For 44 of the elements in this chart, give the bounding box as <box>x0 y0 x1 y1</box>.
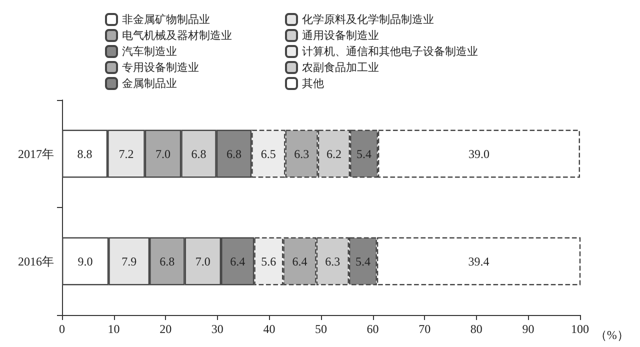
data-label: 5.6 <box>261 254 276 268</box>
legend-label: 电气机械及器材制造业 <box>122 29 232 42</box>
x-tick-label: 80 <box>470 322 482 336</box>
x-tick-label: 0 <box>59 322 65 336</box>
data-label: 9.0 <box>78 254 93 268</box>
legend-label: 专用设备制造业 <box>122 61 199 74</box>
data-label: 6.2 <box>326 146 342 161</box>
data-label: 6.4 <box>230 254 246 268</box>
data-label: 6.5 <box>260 146 276 161</box>
x-axis-title: （%） <box>594 328 629 342</box>
y-tick-label: 2017年 <box>18 146 54 161</box>
x-tick-label: 70 <box>418 322 431 336</box>
data-label: 39.0 <box>468 146 490 161</box>
x-tick-label: 90 <box>522 322 534 336</box>
legend-label: 汽车制造业 <box>122 45 177 58</box>
data-label: 6.8 <box>226 146 242 161</box>
data-label: 5.4 <box>355 254 370 268</box>
data-label: 8.8 <box>77 146 92 161</box>
legend-label: 其他 <box>302 77 324 90</box>
data-label: 39.4 <box>468 254 490 268</box>
data-label: 7.9 <box>122 254 137 268</box>
x-tick-label: 50 <box>315 322 327 336</box>
legend-label: 化学原料及化学制品制造业 <box>302 13 434 26</box>
data-label: 6.3 <box>325 254 340 268</box>
data-label: 5.4 <box>356 146 372 161</box>
legend-label: 金属制品业 <box>122 77 177 90</box>
legend-label: 农副食品加工业 <box>302 61 379 74</box>
data-label: 6.4 <box>292 254 308 268</box>
data-label: 7.0 <box>156 146 171 161</box>
data-label: 6.8 <box>160 254 175 268</box>
x-tick-label: 100 <box>571 322 589 336</box>
data-label: 6.3 <box>294 146 310 161</box>
data-label: 7.2 <box>118 146 134 161</box>
x-tick-label: 20 <box>160 322 172 336</box>
x-tick-label: 30 <box>211 322 224 336</box>
x-tick-label: 10 <box>108 322 120 336</box>
legend-label: 计算机、通信和其他电子设备制造业 <box>302 45 478 58</box>
legend-label: 通用设备制造业 <box>302 29 379 42</box>
data-label: 7.0 <box>195 254 210 268</box>
y-tick-label: 2016年 <box>18 254 54 268</box>
data-label: 6.8 <box>191 146 206 161</box>
x-tick-label: 60 <box>366 322 379 336</box>
legend-label: 非金属矿物制品业 <box>122 13 210 26</box>
x-tick-label: 40 <box>263 322 276 336</box>
